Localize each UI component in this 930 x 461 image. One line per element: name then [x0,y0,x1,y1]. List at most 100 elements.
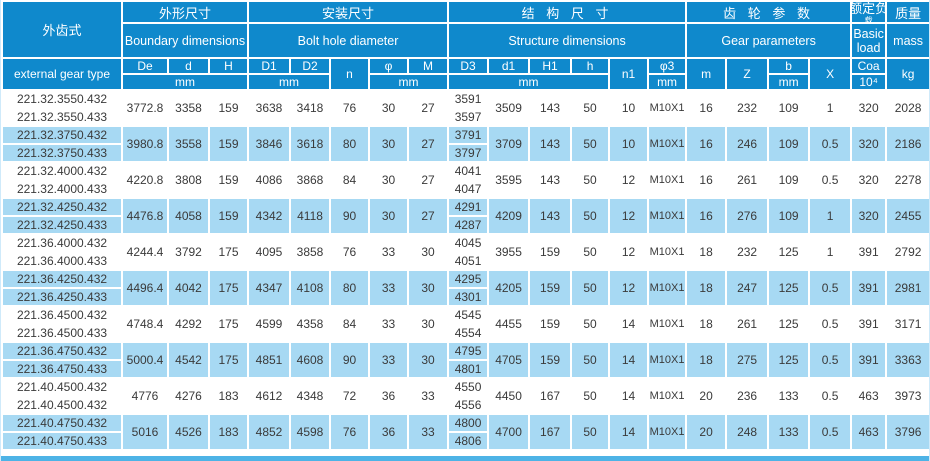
cell-phi: 30 [368,161,410,199]
model-cell: 221.36.4000.433 [1,251,123,271]
cell-phi3: M10X1 [647,269,688,307]
unit-mm-phi3: mm [647,73,688,91]
cell-M: 27 [407,89,450,127]
unit-mm-d1d2: mm [247,73,332,91]
cell-Z: 276 [725,197,770,235]
cell-d: 3792 [167,233,210,271]
table-header: 外齿式 外形尺寸 安装尺寸 结 构 尺 寸 齿 轮 参 数 额定负 载 质量 B… [1,0,929,91]
cell-D1: 4347 [247,269,292,307]
cell-Coa: 320 [850,161,888,199]
model-cell: 221.36.4250.432 [1,269,123,289]
cell-d1: 4705 [487,341,531,379]
cell-H: 159 [207,197,250,235]
cell-Coa: 320 [850,197,888,235]
cell-h: 50 [570,125,611,163]
cell-X: 1 [808,233,853,271]
cell-D3: 4806 [447,431,490,451]
cell-m: 16 [685,161,728,199]
col-Z: Z [725,57,770,91]
cell-phi3: M10X1 [647,125,688,163]
cell-phi: 36 [368,377,410,415]
table-row: 221.36.4750.432 5000.4 4542 175 4851 4608 90 33… [1,341,929,379]
cell-d1: 4205 [487,269,531,307]
table-row: 221.40.4750.433 4806 [1,431,929,451]
cell-n: 80 [329,269,371,307]
cell-b: 109 [767,161,811,199]
cell-M: 33 [407,413,450,451]
cell-m: 20 [685,413,728,451]
cell-D3: 4550 [447,377,490,397]
cell-phi3: M10X1 [647,377,688,415]
cell-d: 4276 [167,377,210,415]
col-De: De [121,57,169,75]
header-external-gear-type-en: external gear type [1,57,123,91]
table-row: 221.40.4500.432 4776 4276 183 4612 4348 72 36 33… [1,377,929,415]
cell-kg: 2981 [885,269,929,307]
cell-D1: 4095 [247,233,292,271]
cell-phi: 33 [368,233,410,271]
cell-M: 30 [407,233,450,271]
cell-n1: 14 [608,377,650,415]
model-cell: 221.36.4000.432 [1,233,123,253]
cell-Z: 248 [725,413,770,451]
unit-mm-phim: mm [368,73,450,91]
cell-M: 30 [407,305,450,343]
cell-H: 175 [207,233,250,271]
cell-D1: 3846 [247,125,292,163]
cell-D2: 4118 [289,197,332,235]
header-mass-en: mass [885,22,929,59]
cell-n: 84 [329,305,371,343]
col-M: M [407,57,450,75]
cell-Z: 232 [725,233,770,271]
cell-D3: 3591 [447,89,490,109]
model-cell: 221.32.4000.433 [1,179,123,199]
cell-d: 4526 [167,413,210,451]
header-mass-zh: 质量 [885,0,929,24]
cell-Coa: 391 [850,305,888,343]
table-row: 221.36.4000.432 4244.4 3792 175 4095 3858 76 33… [1,233,929,271]
cell-d1: 4450 [487,377,531,415]
cell-D2: 3418 [289,89,332,127]
cell-phi3: M10X1 [647,233,688,271]
cell-h: 50 [570,89,611,127]
cell-H: 183 [207,377,250,415]
cell-phi: 33 [368,305,410,343]
cell-H: 183 [207,413,250,451]
cell-kg: 3973 [885,377,929,415]
header-boundary-dimensions-en: Boundary dimensions [120,22,250,59]
table-row: 221.32.4000.432 4220.8 3808 159 4086 3868 84 30… [1,161,929,199]
cell-phi: 36 [368,413,410,451]
cell-n: 90 [329,197,371,235]
cell-d: 3558 [167,125,210,163]
col-h: h [570,57,611,75]
cell-n1: 12 [608,233,650,271]
cell-De: 4220.8 [121,161,169,199]
cell-X: 1 [808,197,853,235]
cell-b: 133 [767,413,811,451]
col-phi3: φ3 [647,57,688,75]
cell-kg: 2278 [885,161,929,199]
cell-d1: 4455 [487,305,531,343]
cell-X: 0.5 [808,413,853,451]
cell-d1: 3509 [487,89,531,127]
unit-coa-e4: 10⁴ [850,73,888,91]
cell-phi3: M10X1 [647,305,688,343]
cell-D3: 3791 [447,125,490,145]
cell-n1: 14 [608,305,650,343]
cell-d1: 3595 [487,161,531,199]
cell-M: 27 [407,161,450,199]
col-n: n [329,57,371,91]
cell-Coa: 391 [850,233,888,271]
table-body: 221.32.3550.432 3772.8 3358 159 3638 3418 76 30… [1,89,929,451]
cell-Coa: 463 [850,377,888,415]
cell-kg: 3796 [885,413,929,451]
cell-kg: 3171 [885,305,929,343]
cell-X: 1 [808,89,853,127]
cell-De: 4476.8 [121,197,169,235]
model-cell: 221.36.4750.433 [1,359,123,379]
col-D1: D1 [247,57,292,75]
cell-D3: 4801 [447,359,490,379]
cell-d: 4292 [167,305,210,343]
table-row: 221.36.4500.433 4554 [1,323,929,343]
